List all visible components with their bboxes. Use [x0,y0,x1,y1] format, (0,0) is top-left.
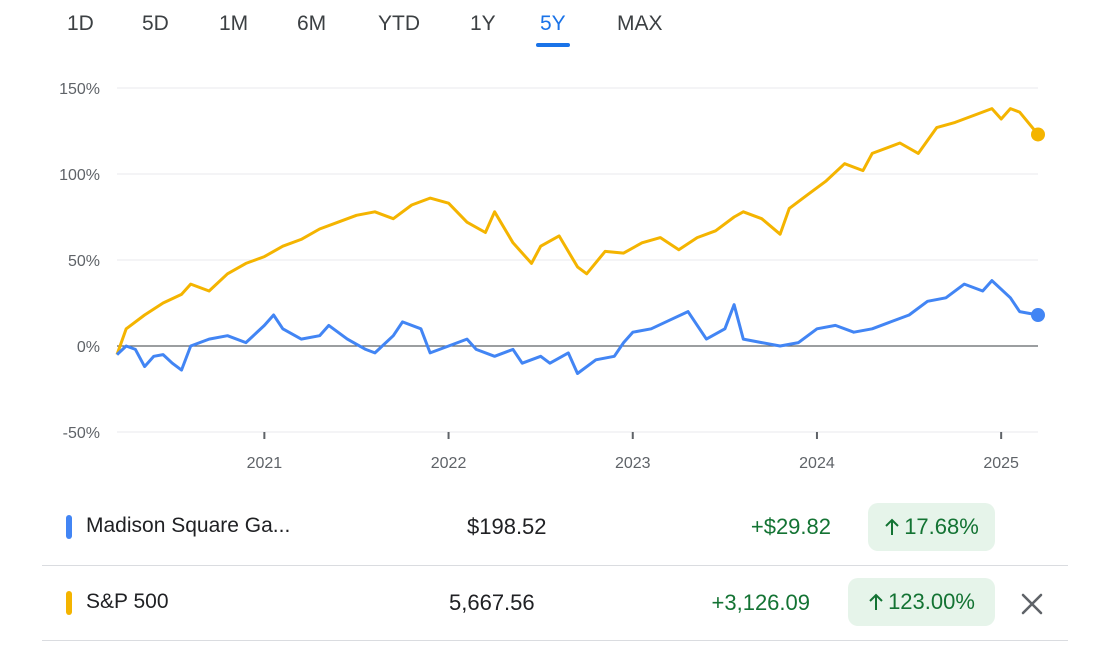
tab-5d[interactable]: 5D [142,12,169,35]
y-tick-label: 100% [59,167,100,184]
series-end-point [1031,127,1045,142]
tab-1d[interactable]: 1D [67,12,94,35]
y-tick-label: 150% [59,81,100,98]
tab-ytd[interactable]: YTD [378,12,420,35]
row-name[interactable]: S&P 500 [86,590,169,613]
active-tab-indicator [536,43,570,47]
x-tick-label: 2021 [247,455,283,472]
y-axis-ticks: 150% 100% 50% 0% -50% [59,81,100,442]
tab-6m[interactable]: 6M [297,12,327,35]
tab-5y[interactable]: 5Y [536,12,570,47]
chart-series [115,107,1045,375]
x-tick-label: 2023 [615,455,651,472]
row-name[interactable]: Madison Square Ga... [86,514,291,537]
tab-1y[interactable]: 1Y [470,12,496,35]
series-end-point [1031,308,1045,323]
arrow-up-icon [869,593,883,610]
row-percent-badge: 123.00% [848,578,995,626]
x-tick-label: 2024 [799,455,835,472]
x-tick-label: 2022 [431,455,467,472]
row-percent-badge: 17.68% [868,503,995,551]
row-change: +$29.82 [750,514,831,539]
series-color-swatch [66,515,72,539]
tab-1m[interactable]: 1M [219,12,249,35]
x-tick-label: 2025 [983,455,1019,472]
performance-chart: 150% 100% 50% 0% -50% 2021 2022 2023 2024 2025 [59,81,1045,472]
row-divider [42,565,1068,566]
row-change: +3,126.09 [711,590,810,615]
row-price: 5,667.56 [449,590,535,615]
row-price: $198.52 [467,514,547,539]
series-color-swatch [66,591,72,615]
row-percent: 17.68% [904,514,979,539]
y-tick-label: 50% [68,253,100,270]
tab-max[interactable]: MAX [617,12,663,35]
y-tick-label: -50% [63,425,100,442]
range-tabs: 1D 5D 1M 6M YTD 1Y 5Y MAX [0,0,1100,56]
chart-grid [117,87,1038,433]
x-axis-ticks: 2021 2022 2023 2024 2025 [247,432,1019,472]
y-tick-label: 0% [77,339,100,356]
series-line-sp500 [115,107,1040,356]
row-divider [42,640,1068,641]
arrow-up-icon [885,518,899,535]
series-line-msg [115,279,1039,375]
row-percent: 123.00% [888,589,975,614]
close-icon[interactable] [1018,590,1046,618]
